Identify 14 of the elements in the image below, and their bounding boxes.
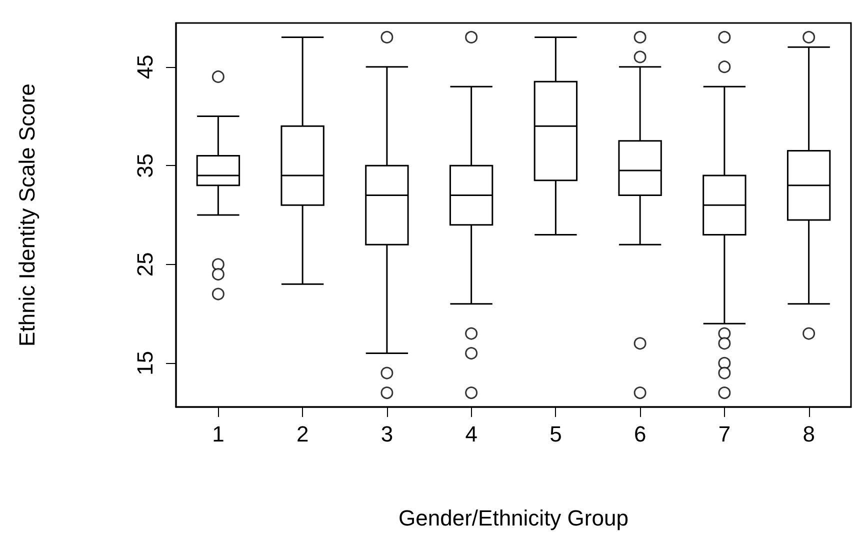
x-tick-label: 1 <box>212 422 224 446</box>
x-axis-title: Gender/Ethnicity Group <box>398 506 628 530</box>
x-tick-label: 7 <box>718 422 731 446</box>
x-tick-label: 5 <box>550 422 562 446</box>
y-axis-title: Ethnic Identity Scale Score <box>14 84 40 346</box>
x-tick-label: 3 <box>380 422 394 446</box>
x-tick-label: 8 <box>802 422 815 446</box>
x-tick-label: 2 <box>296 422 309 446</box>
y-tick-label: 35 <box>132 153 158 178</box>
y-tick-label: 45 <box>132 54 158 80</box>
y-tick-label: 25 <box>132 252 158 277</box>
x-tick-label: 6 <box>634 422 646 446</box>
x-tick-label: 4 <box>465 422 478 446</box>
y-tick-label: 15 <box>132 350 158 376</box>
